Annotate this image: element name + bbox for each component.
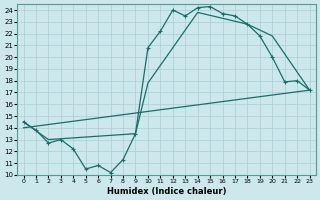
X-axis label: Humidex (Indice chaleur): Humidex (Indice chaleur) xyxy=(107,187,226,196)
